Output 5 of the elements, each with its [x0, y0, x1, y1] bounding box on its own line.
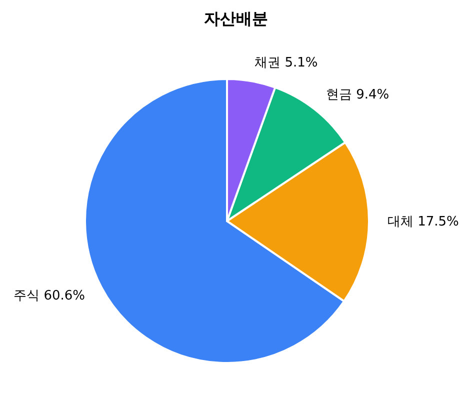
chart-title: 자산배분 — [204, 9, 268, 28]
slice-label: 대체 17.5% — [387, 214, 459, 230]
slice-label: 채권 5.1% — [254, 55, 318, 70]
slice-label: 현금 9.4% — [326, 87, 390, 102]
slice-label: 주식 60.6% — [14, 288, 86, 304]
